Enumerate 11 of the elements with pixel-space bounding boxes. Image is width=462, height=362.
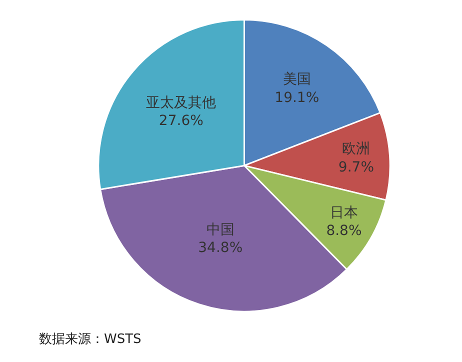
data-label: 19.1% bbox=[274, 90, 320, 106]
slice-label: 中国 bbox=[206, 222, 234, 238]
slice-label: 日本 bbox=[330, 204, 358, 221]
slice-label: 欧洲 bbox=[342, 141, 370, 158]
slice-label: 亚太及其他 bbox=[146, 94, 216, 111]
source-note: 数据来源：WSTS bbox=[39, 332, 142, 347]
data-label: 27.6% bbox=[158, 113, 204, 130]
data-label: 34.8% bbox=[198, 240, 243, 256]
data-label: 9.7% bbox=[338, 159, 374, 176]
slice-label: 美国 bbox=[282, 72, 311, 88]
data-label: 8.8% bbox=[326, 223, 362, 240]
